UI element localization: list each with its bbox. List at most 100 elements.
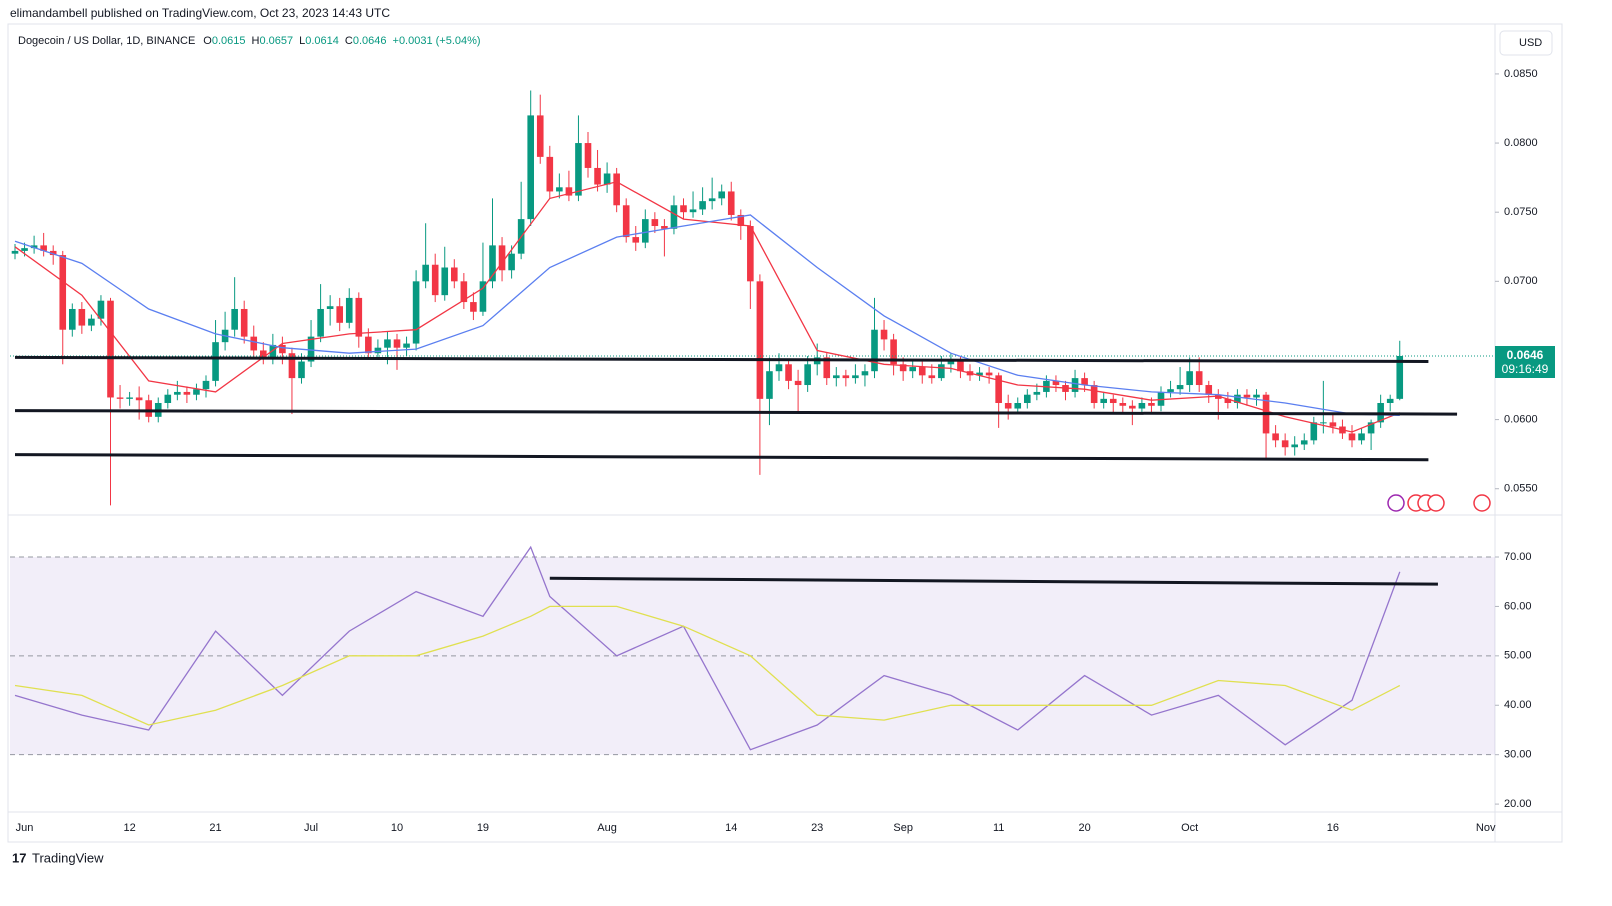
candle-body <box>1176 385 1184 390</box>
frame <box>7 23 1563 843</box>
y-tick-label: 20.00 <box>1504 798 1532 810</box>
line-series <box>14 605 1401 726</box>
candle-body <box>1300 440 1308 445</box>
candle-body <box>145 400 152 417</box>
candle-body <box>298 361 305 379</box>
candle-body <box>345 297 353 323</box>
candle-body <box>804 364 811 386</box>
candle-body <box>498 245 506 271</box>
trend-line <box>549 576 1438 586</box>
candle-body <box>1272 433 1279 441</box>
candle-body <box>431 264 439 296</box>
y-tick-label: 70.00 <box>1504 551 1532 563</box>
candle-body <box>1004 403 1012 409</box>
candle-body <box>116 397 124 399</box>
candle-body <box>1157 391 1165 406</box>
candle-body <box>1052 380 1060 386</box>
event-icon <box>1387 494 1405 512</box>
plot: 0.05500.06000.06500.07000.07500.08000.08… <box>10 68 1538 834</box>
candle-body <box>794 380 802 386</box>
y-tick-label: 30.00 <box>1504 749 1532 761</box>
candle-body <box>1186 371 1193 386</box>
candle-body <box>1329 422 1337 427</box>
candle-body <box>365 336 372 354</box>
x-tick-label: Jul <box>304 822 318 834</box>
candle-body <box>1014 403 1022 409</box>
footer: TradingView <box>32 850 104 865</box>
x-tick-label: 21 <box>209 822 221 834</box>
candle-body <box>565 187 573 196</box>
candle-body <box>775 364 783 372</box>
candle-body <box>1195 371 1203 386</box>
candle-body <box>307 336 315 362</box>
candle-body <box>766 371 773 399</box>
candle-body <box>861 371 869 376</box>
ohlc-label: O <box>203 35 212 47</box>
candle-body <box>240 308 248 337</box>
ohlc-value: 0.0657 <box>259 35 293 47</box>
line-series <box>14 181 1401 433</box>
candle-body <box>1205 385 1213 395</box>
x-tick-label: Nov <box>1476 822 1496 834</box>
candle-body <box>212 342 219 381</box>
candle-body <box>976 372 983 376</box>
change: +0.0031 (+5.04%) <box>393 35 481 47</box>
candle-body <box>479 281 487 312</box>
candle-body <box>1386 398 1394 404</box>
candle-body <box>1129 405 1136 409</box>
ohlc-value: 0.0614 <box>305 35 339 47</box>
candle-body <box>1090 385 1098 404</box>
candle-body <box>880 329 888 340</box>
candle-body <box>689 209 697 213</box>
candle-body <box>49 250 57 256</box>
candle-body <box>527 115 534 220</box>
candle-body <box>107 300 114 398</box>
candle-body <box>441 267 449 296</box>
y-tick-label: 40.00 <box>1504 699 1532 711</box>
candle-body <box>613 173 620 206</box>
candle-body <box>747 226 754 282</box>
candle-body <box>928 375 936 379</box>
candle-body <box>202 380 210 390</box>
candle-body <box>842 375 850 379</box>
y-tick-label: 0.0750 <box>1504 206 1538 218</box>
candle-body <box>1320 422 1327 424</box>
candle-body <box>1215 394 1222 399</box>
candle-body <box>1253 394 1260 398</box>
candle-body <box>957 361 964 372</box>
currency[interactable]: USD <box>1519 37 1542 49</box>
candle-body <box>88 318 95 326</box>
candle-body <box>403 343 410 348</box>
candle-body <box>412 281 420 344</box>
candle-body <box>632 237 640 243</box>
y-tick-label: 0.0800 <box>1504 137 1538 149</box>
currency-button[interactable] <box>1499 30 1553 56</box>
candle-body <box>451 267 458 282</box>
candle-body <box>556 187 563 192</box>
candle-body <box>164 394 172 404</box>
candle-body <box>680 205 687 213</box>
x-tick-label: 11 <box>993 822 1004 834</box>
candle-body <box>642 219 649 243</box>
x-tick-label: Jun <box>16 822 34 834</box>
candle-body <box>508 253 515 271</box>
candle-body <box>250 336 258 351</box>
candle-body <box>670 205 678 229</box>
candle-body <box>470 302 477 312</box>
x-tick-label: 23 <box>811 822 823 834</box>
candle-body <box>336 306 343 323</box>
y-tick-label: 0.0700 <box>1504 275 1538 287</box>
candle-body <box>1224 398 1232 404</box>
candle-body <box>536 115 544 157</box>
candle-body <box>699 201 706 210</box>
candle-body <box>1081 378 1088 386</box>
ohlc-label: L <box>299 35 305 47</box>
y-tick-label: 0.0600 <box>1504 414 1538 426</box>
candle-body <box>1348 433 1356 441</box>
candle-body <box>384 339 391 348</box>
candle-body <box>78 308 86 326</box>
candle-body <box>393 339 401 348</box>
candle-body <box>126 397 133 399</box>
